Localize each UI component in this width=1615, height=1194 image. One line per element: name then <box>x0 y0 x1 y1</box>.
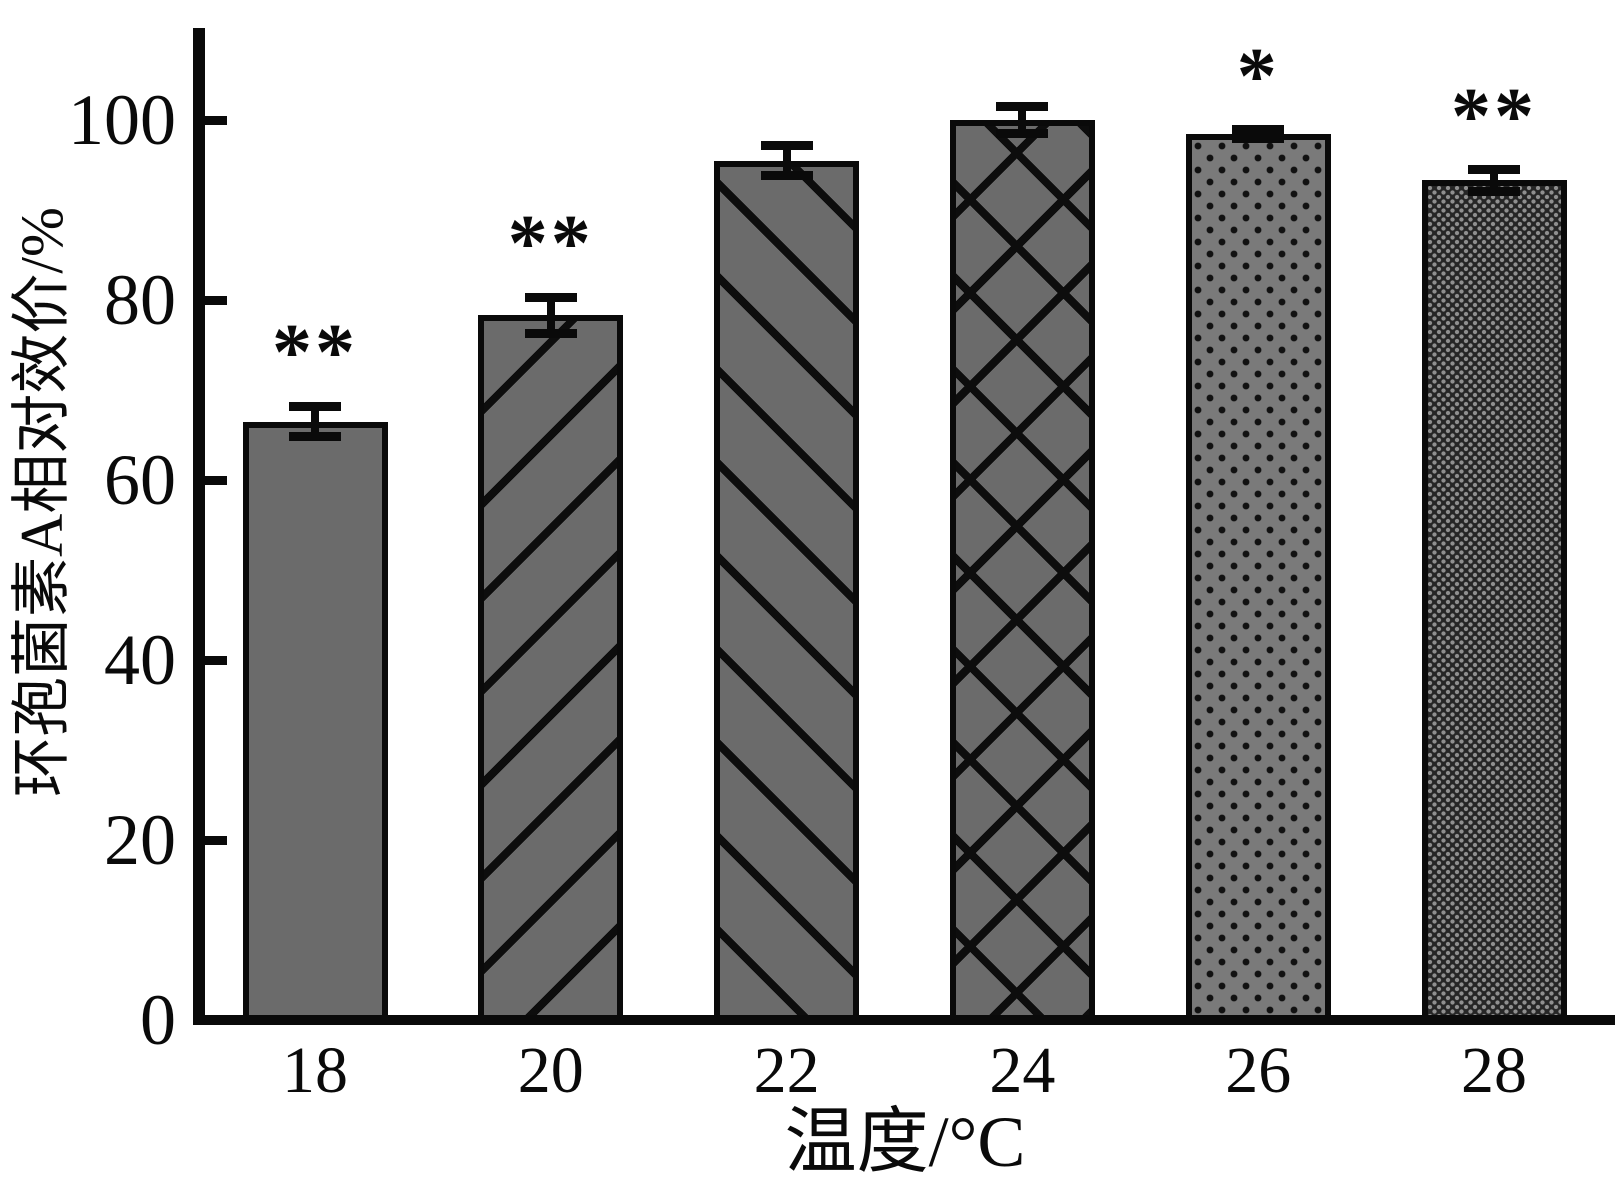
bar-28 <box>1421 180 1567 1020</box>
y-tick-label-80: 80 <box>104 260 176 340</box>
error-bar-bottom-cap-22 <box>760 171 813 181</box>
significance-label-20: ** <box>507 200 594 289</box>
error-bar-top-cap-28 <box>1468 165 1520 174</box>
x-tick-label-22: 22 <box>753 1034 820 1107</box>
bar-22 <box>714 160 860 1020</box>
x-tick-label-28: 28 <box>1461 1034 1527 1107</box>
error-bar-18 <box>311 406 319 437</box>
error-bar-top-cap-18 <box>289 401 341 411</box>
bar-26 <box>1185 134 1331 1020</box>
x-tick-label-26: 26 <box>1225 1034 1292 1107</box>
y-tick-label-40: 40 <box>104 620 176 700</box>
y-tick-0 <box>205 1015 227 1025</box>
bar-20 <box>478 315 624 1020</box>
y-tick-label-0: 0 <box>140 980 176 1060</box>
error-bar-28 <box>1490 169 1498 192</box>
y-tick-20 <box>205 835 227 845</box>
y-tick-label-100: 100 <box>68 80 176 160</box>
y-tick-100 <box>205 115 227 125</box>
error-bar-top-cap-20 <box>524 292 577 302</box>
x-tick-label-20: 20 <box>517 1034 584 1107</box>
error-bar-20 <box>546 297 555 334</box>
bar-24 <box>949 120 1095 1020</box>
x-tick-label-18: 18 <box>282 1034 348 1107</box>
x-axis-line <box>193 1015 1615 1025</box>
y-tick-80 <box>205 295 227 305</box>
significance-label-28: ** <box>1451 72 1537 161</box>
y-tick-60 <box>205 475 227 485</box>
significance-label-26: * <box>1236 32 1280 121</box>
error-bar-bottom-cap-28 <box>1468 186 1520 196</box>
error-bar-bottom-cap-18 <box>289 432 341 442</box>
error-bar-24 <box>1018 106 1027 134</box>
error-bar-top-cap-24 <box>996 102 1049 111</box>
x-axis-title: 温度/°C <box>784 1102 1026 1182</box>
y-tick-40 <box>205 655 227 665</box>
x-tick-label-24: 24 <box>989 1034 1056 1107</box>
error-bar-bottom-cap-24 <box>996 129 1049 138</box>
error-bar-bottom-cap-20 <box>524 328 577 338</box>
error-bar-top-cap-26 <box>1232 125 1285 135</box>
y-tick-label-20: 20 <box>104 800 176 880</box>
bar-18 <box>242 421 388 1020</box>
error-bar-top-cap-22 <box>760 140 813 150</box>
y-axis-line <box>193 28 205 1020</box>
significance-label-18: ** <box>272 309 358 398</box>
error-bar-22 <box>782 145 791 176</box>
error-bar-bottom-cap-26 <box>1232 134 1285 144</box>
y-tick-label-60: 60 <box>104 440 176 520</box>
